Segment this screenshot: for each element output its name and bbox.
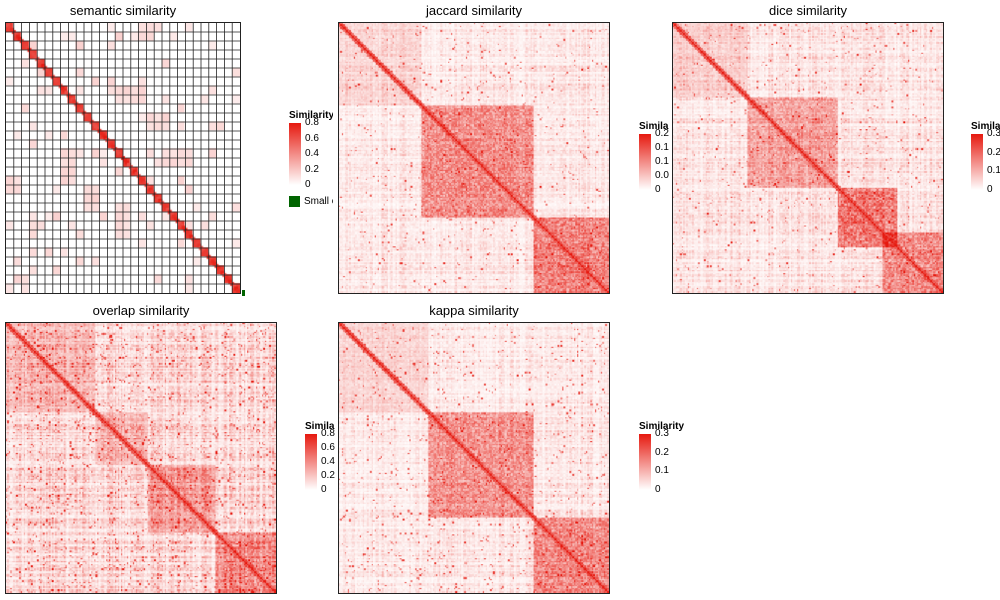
semantic-heatmap bbox=[5, 22, 241, 294]
jaccard-heatmap bbox=[338, 22, 610, 294]
jaccard-title: jaccard similarity bbox=[425, 3, 523, 18]
dice-legend: Similarity 0.3 0.2 0.1 0 bbox=[971, 121, 1000, 201]
legend-color-bar bbox=[289, 123, 301, 185]
legend-color-bar bbox=[639, 134, 651, 190]
legend-tick: 0.1 bbox=[655, 142, 669, 153]
legend-tick: 0.4 bbox=[321, 456, 335, 467]
kappa-title: kappa similarity bbox=[429, 303, 519, 318]
legend-tick: 0.4 bbox=[305, 148, 319, 159]
legend-tick: 0.2 bbox=[987, 146, 1000, 158]
overlap-heatmap bbox=[5, 322, 277, 594]
legend-tick: 0.1 bbox=[655, 465, 669, 477]
semantic-title: semantic similarity bbox=[69, 3, 177, 18]
legend-tick: 0.0 bbox=[655, 170, 669, 181]
kappa-heatmap bbox=[338, 322, 610, 594]
legend-tick: 0.3 bbox=[655, 428, 669, 439]
legend-title: Similarity bbox=[305, 421, 335, 432]
legend-tick: 0.8 bbox=[321, 428, 335, 439]
legend-title: Similarity bbox=[971, 121, 1000, 132]
legend-tick: 0.2 bbox=[305, 163, 319, 175]
legend-tick: 0.8 bbox=[305, 117, 319, 128]
legend-tick: 0.2 bbox=[655, 446, 669, 458]
legend-tick: 0.1 bbox=[655, 156, 669, 167]
legend-tick: 0.1 bbox=[987, 165, 1000, 177]
legend-tick: 0.2 bbox=[655, 128, 669, 139]
small-cluster-key bbox=[289, 196, 300, 207]
semantic-legend: Similarity 0.8 0.6 0.4 0.2 0 Small clusters bbox=[289, 110, 333, 220]
legend-title: Similarity bbox=[639, 121, 669, 132]
legend-color-bar bbox=[639, 434, 651, 490]
legend-tick: 0 bbox=[321, 484, 327, 495]
cluster-grid bbox=[6, 23, 240, 293]
legend-title: Similarity bbox=[289, 110, 333, 121]
dice-heatmap bbox=[672, 22, 944, 294]
legend-tick: 0.6 bbox=[305, 132, 319, 144]
legend-tick: 0.6 bbox=[321, 442, 335, 453]
legend-tick: 0.2 bbox=[321, 470, 335, 481]
legend-title: Similarity bbox=[639, 421, 685, 432]
jaccard-legend: Similarity 0.2 0.1 0.1 0.0 0 bbox=[639, 121, 669, 201]
small-cluster-mark bbox=[242, 290, 245, 296]
legend-tick: 0 bbox=[305, 179, 311, 190]
overlap-title: overlap similarity bbox=[92, 303, 190, 318]
kappa-legend: Similarity 0.3 0.2 0.1 0 bbox=[639, 421, 699, 501]
overlap-legend: Similarity 0.8 0.6 0.4 0.2 0 bbox=[305, 421, 335, 501]
legend-tick: 0 bbox=[987, 184, 993, 195]
legend-tick: 0.3 bbox=[987, 128, 1000, 139]
legend-tick: 0 bbox=[655, 484, 661, 495]
legend-color-bar bbox=[305, 434, 317, 490]
dice-title: dice similarity bbox=[768, 3, 847, 18]
small-cluster-label: Small clusters bbox=[304, 196, 333, 207]
legend-tick: 0 bbox=[655, 184, 661, 195]
legend-color-bar bbox=[971, 134, 983, 190]
